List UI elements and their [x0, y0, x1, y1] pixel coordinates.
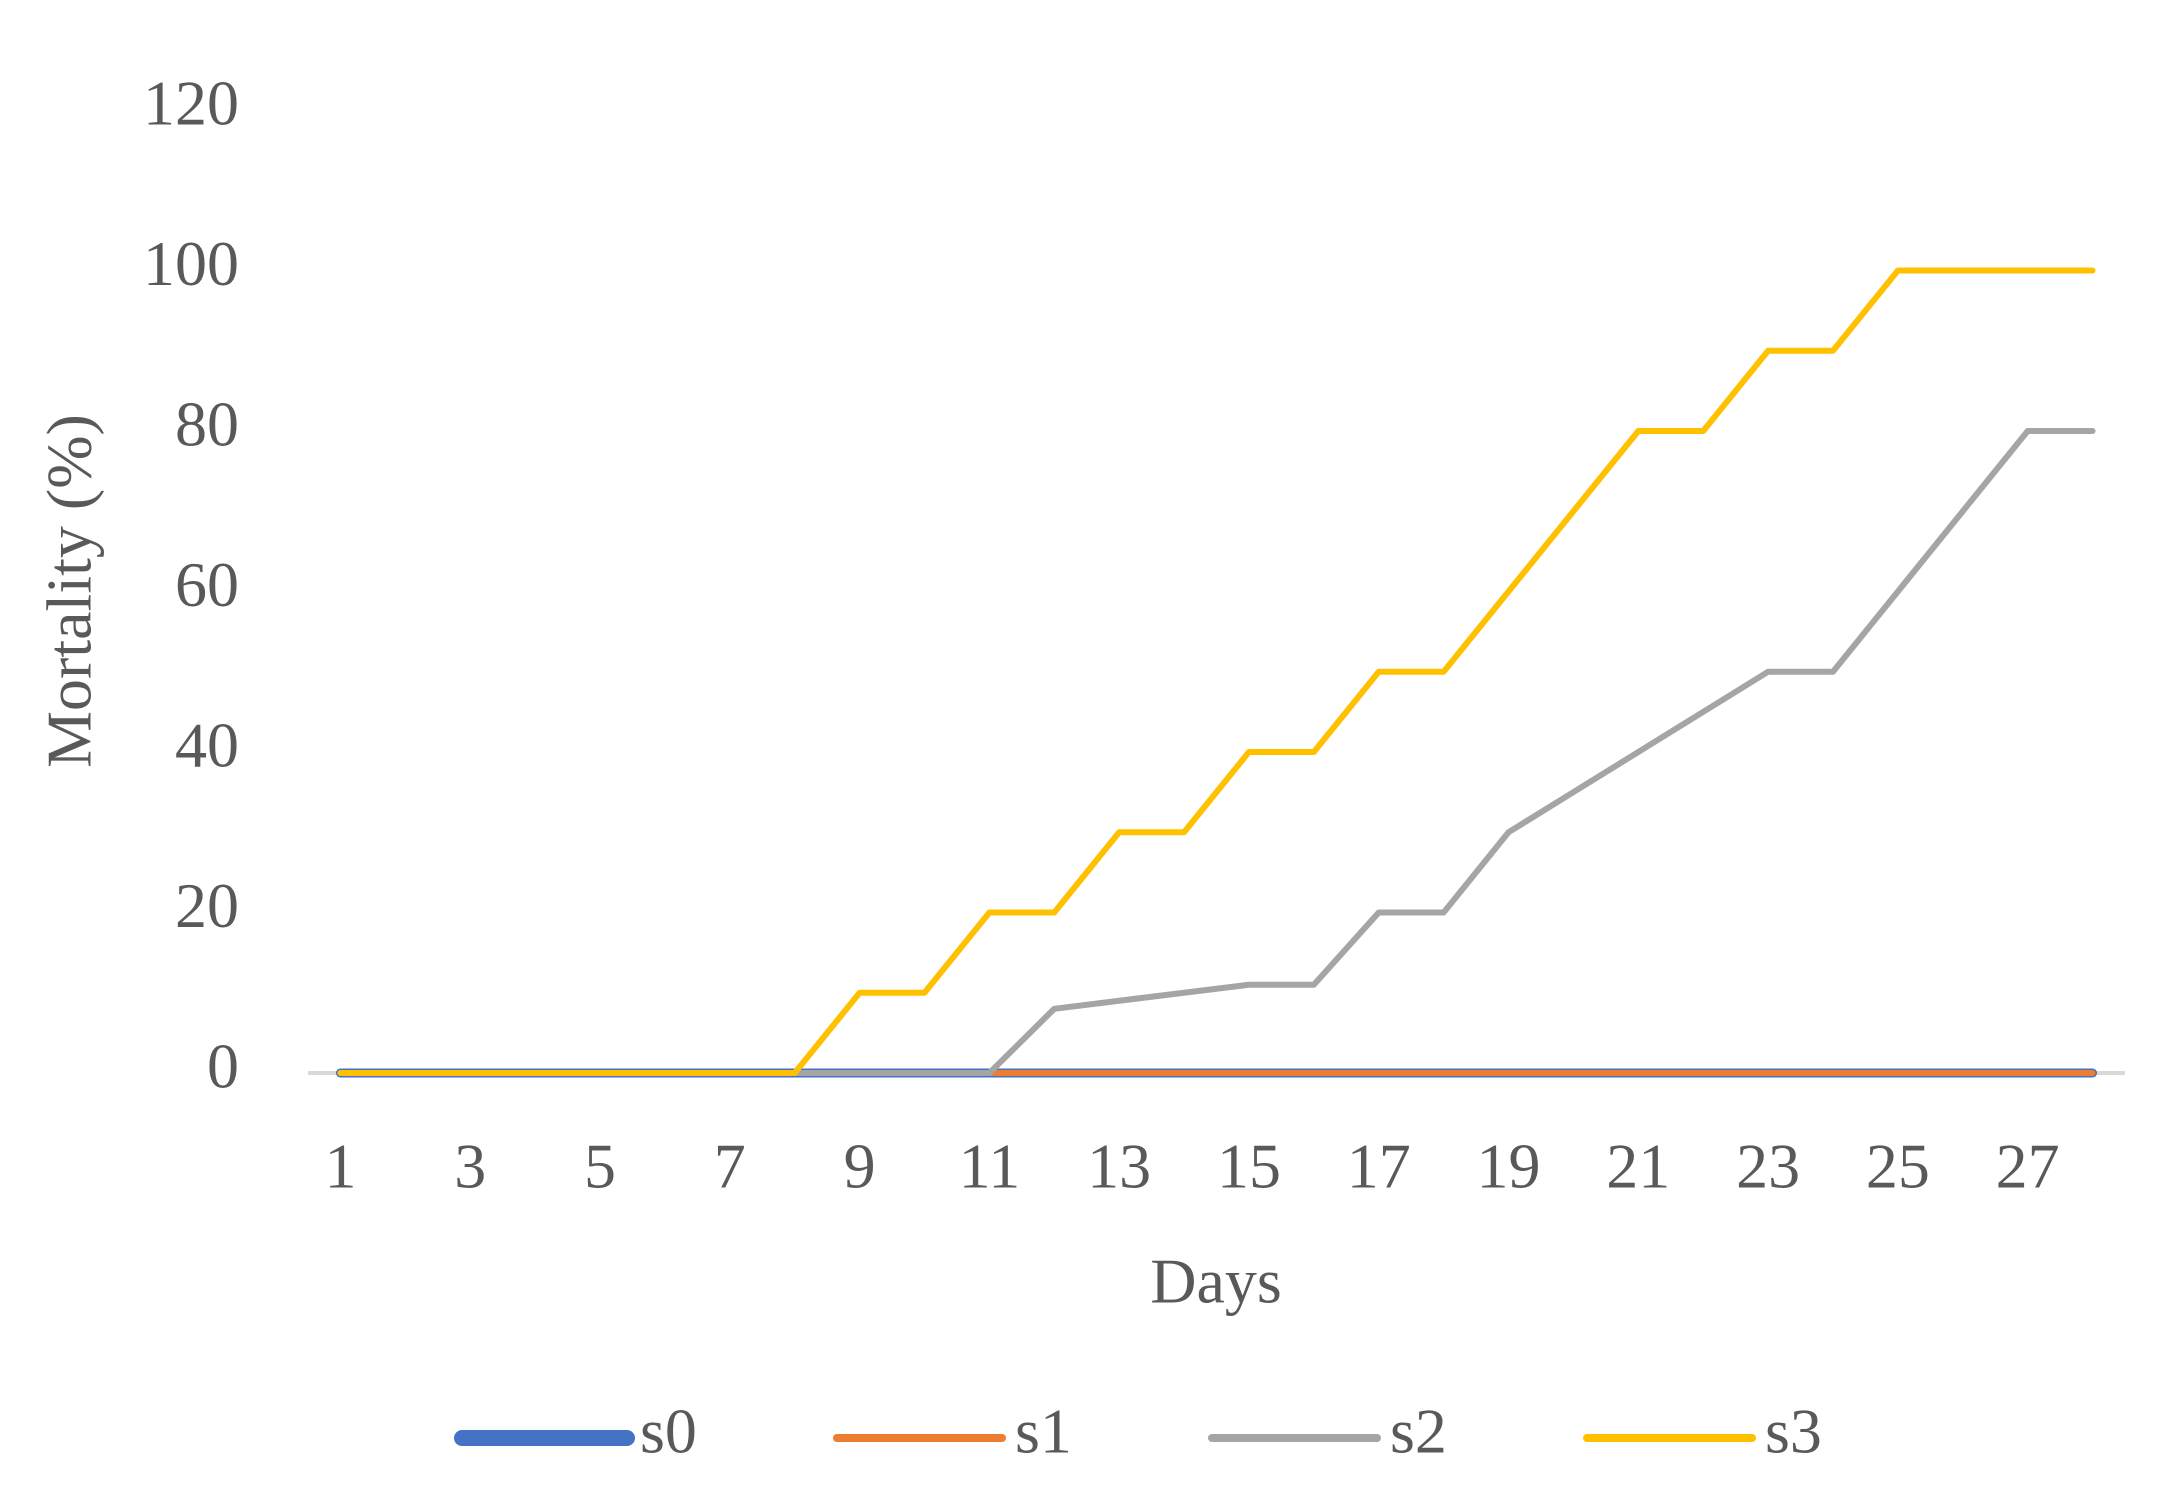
x-tick-label: 1 [324, 1131, 356, 1202]
y-tick-label: 120 [143, 68, 239, 139]
x-tick-label: 3 [454, 1131, 486, 1202]
legend-label: s2 [1390, 1396, 1447, 1467]
x-tick-label: 13 [1087, 1131, 1151, 1202]
y-tick-label: 40 [175, 710, 239, 781]
y-tick-label: 80 [175, 389, 239, 460]
x-tick-label: 23 [1736, 1131, 1800, 1202]
x-tick-label: 19 [1477, 1131, 1541, 1202]
x-tick-label: 15 [1217, 1131, 1281, 1202]
x-tick-label: 27 [1996, 1131, 2060, 1202]
y-tick-label: 100 [143, 228, 239, 299]
y-axis-title: Mortality (%) [34, 414, 105, 768]
x-tick-label: 25 [1866, 1131, 1930, 1202]
series-line [337, 267, 2096, 1076]
y-tick-label: 0 [207, 1031, 239, 1102]
x-tick-label: 5 [584, 1131, 616, 1202]
legend-label: s0 [640, 1396, 697, 1467]
y-tick-label: 60 [175, 549, 239, 620]
x-tick-label: 9 [844, 1131, 876, 1202]
legend-label: s1 [1015, 1396, 1072, 1467]
x-tick-label: 17 [1347, 1131, 1411, 1202]
legend-label: s3 [1765, 1396, 1822, 1467]
x-tick-label: 11 [959, 1131, 1021, 1202]
x-tick-label: 7 [714, 1131, 746, 1202]
x-tick-label: 21 [1606, 1131, 1670, 1202]
y-tick-label: 20 [175, 870, 239, 941]
x-axis-title: Days [1150, 1246, 1282, 1317]
